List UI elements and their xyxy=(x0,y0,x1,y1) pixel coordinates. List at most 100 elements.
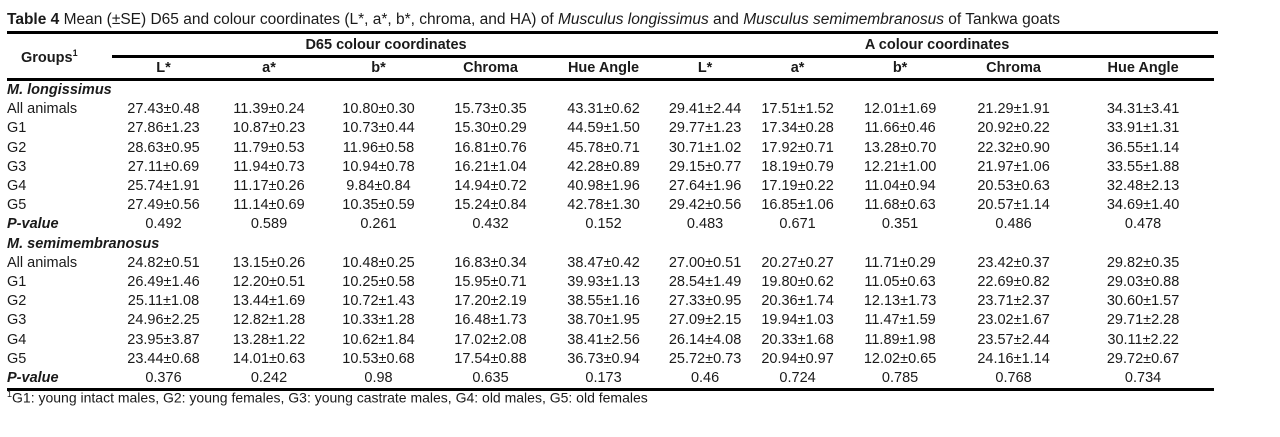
value-cell: 10.73±0.44 xyxy=(342,120,415,137)
value-cell: 17.51±1.52 xyxy=(761,101,834,118)
column-header: Hue Angle xyxy=(547,56,661,81)
value-cell: 38.55±1.16 xyxy=(567,293,640,310)
value-cell: 15.30±0.29 xyxy=(454,120,527,137)
value-cell: 11.96±0.58 xyxy=(342,139,415,156)
value-cell: 17.92±0.71 xyxy=(761,139,834,156)
value-cell: 23.57±2.44 xyxy=(977,331,1050,348)
value-cell: 10.25±0.58 xyxy=(342,273,415,290)
column-header: a* xyxy=(215,56,323,81)
value-cell: 11.39±0.24 xyxy=(233,101,305,118)
value-cell: 15.24±0.84 xyxy=(454,197,527,214)
table-row: G5 27.49±0.56 11.14±0.69 10.35±0.59 15.24±0.… xyxy=(7,196,1214,215)
group-cell: P-value xyxy=(7,216,59,233)
p-value-row: P-value 0.376 0.242 0.98 0.635 0.173 0.46 0.724… xyxy=(7,368,1215,391)
value-cell: 40.98±1.96 xyxy=(567,178,640,195)
group-cell: G3 xyxy=(7,158,27,175)
column-header: L* xyxy=(660,56,751,81)
caption-species: Musculus longissimus xyxy=(558,11,709,28)
value-cell: 42.78±1.30 xyxy=(567,197,640,214)
value-cell: 17.20±2.19 xyxy=(454,293,527,310)
value-cell: 29.77±1.23 xyxy=(668,120,742,137)
section-row: M. longissimus xyxy=(7,80,1214,101)
value-cell: 0.635 xyxy=(434,368,547,391)
value-cell: 27.33±0.95 xyxy=(668,293,742,310)
value-cell: 10.87±0.23 xyxy=(232,120,306,137)
value-cell: 12.13±1.73 xyxy=(863,293,937,310)
value-cell: 20.94±0.97 xyxy=(761,350,834,367)
groups-header: Groups1 xyxy=(7,35,112,81)
table-label: Table 4 xyxy=(7,11,60,28)
value-cell: 43.31±0.62 xyxy=(567,101,640,118)
value-cell: 10.53±0.68 xyxy=(342,350,415,367)
value-cell: 17.19±0.22 xyxy=(761,178,834,195)
value-cell: 29.72±0.67 xyxy=(1106,350,1180,367)
value-cell: 23.71±2.37 xyxy=(977,293,1050,310)
value-cell: 44.59±1.50 xyxy=(567,120,640,137)
column-header: Chroma xyxy=(955,56,1073,81)
value-cell: 24.96±2.25 xyxy=(127,312,200,329)
value-cell: 10.62±1.84 xyxy=(342,331,415,348)
value-cell: 0.376 xyxy=(112,368,215,391)
column-header: Chroma xyxy=(434,56,547,81)
value-cell: 0.486 xyxy=(995,216,1032,233)
value-cell: 11.17±0.26 xyxy=(233,178,305,195)
value-cell: 10.80±0.30 xyxy=(342,101,415,118)
value-cell: 21.97±1.06 xyxy=(977,158,1050,175)
value-cell: 0.768 xyxy=(955,368,1073,391)
value-cell: 23.95±3.87 xyxy=(127,331,200,348)
caption-text: and xyxy=(708,11,744,28)
value-cell: 29.03±0.88 xyxy=(1106,273,1180,290)
value-cell: 16.83±0.34 xyxy=(454,254,527,271)
value-cell: 14.94±0.72 xyxy=(454,178,527,195)
value-cell: 13.44±1.69 xyxy=(232,293,306,310)
column-header: Hue Angle xyxy=(1072,56,1215,81)
value-cell: 10.48±0.25 xyxy=(342,254,415,271)
value-cell: 29.15±0.77 xyxy=(668,158,742,175)
value-cell: 36.73±0.94 xyxy=(567,350,640,367)
group-cell: G2 xyxy=(7,293,27,310)
value-cell: 17.54±0.88 xyxy=(454,350,527,367)
value-cell: 23.02±1.67 xyxy=(977,312,1050,329)
value-cell: 27.11±0.69 xyxy=(127,158,200,175)
value-cell: 16.81±0.76 xyxy=(454,139,527,156)
value-cell: 19.94±1.03 xyxy=(761,312,834,329)
value-cell: 17.02±2.08 xyxy=(454,331,527,348)
group-cell: G5 xyxy=(7,197,27,214)
value-cell: 18.19±0.79 xyxy=(761,158,834,175)
value-cell: 0.734 xyxy=(1072,368,1215,391)
table-row: G3 24.96±2.25 12.82±1.28 10.33±1.28 16.48±1.… xyxy=(7,311,1214,330)
value-cell: 42.28±0.89 xyxy=(567,158,640,175)
value-cell: 15.95±0.71 xyxy=(454,273,527,290)
value-cell: 0.785 xyxy=(845,368,956,391)
value-cell: 27.86±1.23 xyxy=(127,120,200,137)
value-cell: 25.74±1.91 xyxy=(127,178,200,195)
section-row: M. semimembranosus xyxy=(7,235,1214,254)
column-header: a* xyxy=(750,56,846,81)
value-cell: 11.79±0.53 xyxy=(233,139,305,156)
value-cell: 0.98 xyxy=(323,368,434,391)
value-cell: 21.29±1.91 xyxy=(977,101,1050,118)
value-cell: 20.33±1.68 xyxy=(761,331,834,348)
value-cell: 22.69±0.82 xyxy=(977,273,1050,290)
value-cell: 24.16±1.14 xyxy=(977,350,1050,367)
value-cell: 33.55±1.88 xyxy=(1106,158,1180,175)
value-cell: 12.82±1.28 xyxy=(232,312,306,329)
value-cell: 0.351 xyxy=(881,216,919,233)
value-cell: 9.84±0.84 xyxy=(346,178,411,195)
top-rule xyxy=(7,31,1218,34)
value-cell: 38.70±1.95 xyxy=(567,312,640,329)
value-cell: 27.49±0.56 xyxy=(127,197,200,214)
table-row: G4 23.95±3.87 13.28±1.22 10.62±1.84 17.02±2.… xyxy=(7,330,1214,349)
value-cell: 33.91±1.31 xyxy=(1106,120,1180,137)
value-cell: 27.43±0.48 xyxy=(127,101,200,118)
value-cell: 16.85±1.06 xyxy=(761,197,834,214)
group-cell: G4 xyxy=(7,331,27,348)
value-cell: 12.01±1.69 xyxy=(863,101,937,118)
group-cell: G5 xyxy=(7,350,27,367)
column-header: b* xyxy=(323,56,434,81)
colour-table: Groups1 D65 colour coordinates A colour … xyxy=(7,35,1215,391)
value-cell: 24.82±0.51 xyxy=(127,254,200,271)
value-cell: 12.20±0.51 xyxy=(232,273,306,290)
value-cell: 0.173 xyxy=(547,368,661,391)
value-cell: 11.66±0.46 xyxy=(864,120,936,137)
